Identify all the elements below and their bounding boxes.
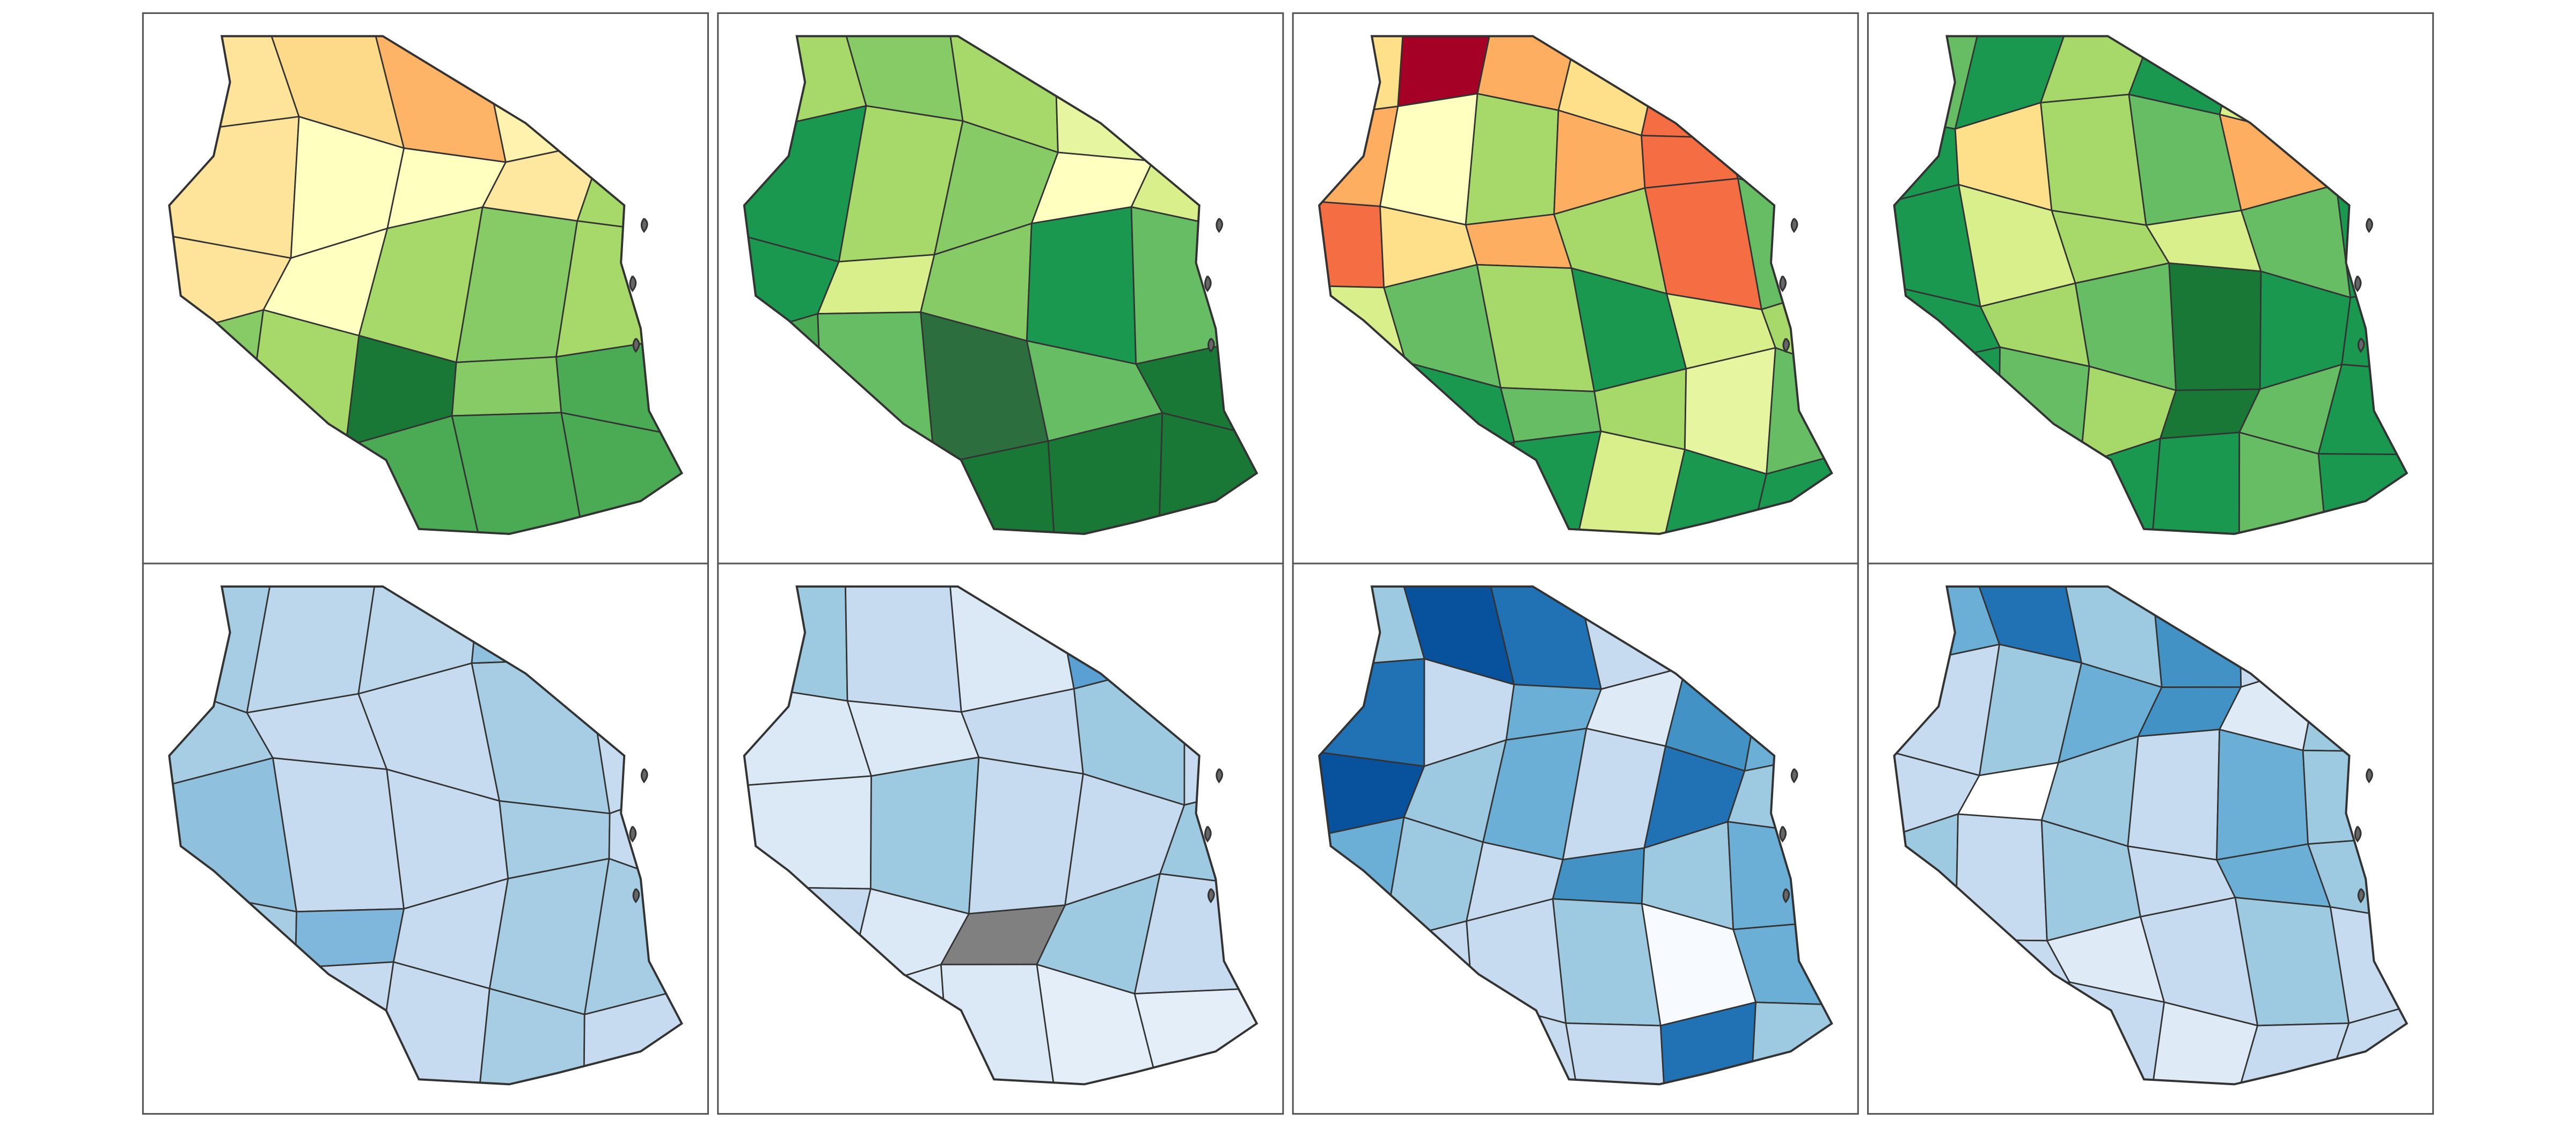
island [629, 217, 648, 353]
region [1565, 1022, 1665, 1085]
region [2127, 728, 2221, 861]
region [272, 757, 405, 913]
country-outline [168, 585, 683, 1086]
island [1779, 217, 1798, 353]
country-outline [743, 35, 1258, 535]
region [478, 987, 586, 1085]
country-outline [168, 35, 683, 535]
country-outline [1318, 35, 1833, 535]
country-outline [1318, 585, 1833, 1086]
region [1465, 213, 1573, 269]
island [2354, 768, 2373, 904]
region [2040, 93, 2147, 226]
region [1026, 206, 1137, 365]
region [869, 756, 980, 915]
region [968, 756, 1084, 915]
region [1576, 430, 1686, 534]
island [1204, 217, 1224, 353]
country-outline [743, 585, 1258, 1086]
country-outline [1893, 585, 2409, 1086]
region [2168, 262, 2262, 391]
island [629, 768, 648, 904]
island [1779, 768, 1798, 904]
region [844, 586, 962, 713]
island [2354, 217, 2373, 353]
region [1036, 963, 1160, 1085]
region [2238, 431, 2328, 534]
region [2151, 1001, 2259, 1085]
region [451, 412, 585, 534]
region [1047, 412, 1163, 534]
region [451, 356, 562, 417]
country-outline [1893, 35, 2409, 535]
region [2151, 431, 2241, 534]
region [2216, 728, 2309, 861]
island [1204, 768, 1224, 904]
region [1465, 92, 1560, 226]
